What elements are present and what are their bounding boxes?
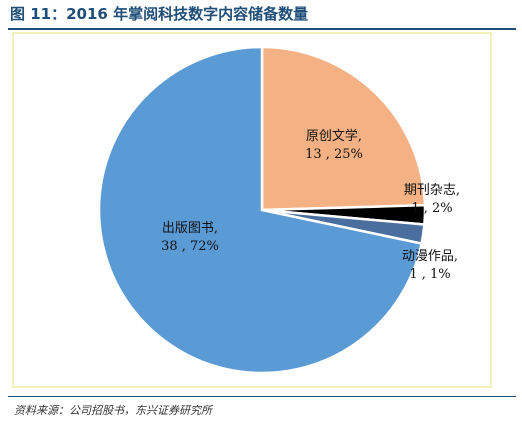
slice-label-1: 原创文学, 13 , 25% [305, 128, 363, 162]
slice-label-value: 13 , 25% [305, 147, 363, 162]
slice-label-2: 期刊杂志, 1 , 2% [404, 183, 460, 216]
pie-slice-4 [97, 45, 423, 375]
slice-label-name: 出版图书, [162, 221, 218, 236]
title-rule [8, 28, 516, 30]
slice-label-name: 动漫作品, [402, 249, 458, 264]
figure-title: 图 11：2016 年掌阅科技数字内容储备数量 [10, 5, 309, 23]
chart-area: 原创文学, 13 , 25% 期刊杂志, 1 , 2% 动漫作品, 1 , 1% 出版图书,… [12, 32, 492, 388]
slice-label-value: 1 , 2% [411, 201, 452, 216]
slice-label-name: 原创文学, [306, 128, 362, 144]
footer-rule [8, 396, 516, 397]
slice-label-value: 1 , 1% [409, 267, 450, 282]
slice-label-value: 38 , 72% [161, 239, 219, 254]
pie-slice-1 [260, 45, 427, 212]
pie-chart: 原创文学, 13 , 25% 期刊杂志, 1 , 2% 动漫作品, 1 , 1% 出版图书,… [12, 32, 492, 388]
slice-label-3: 动漫作品, 1 , 1% [402, 249, 458, 282]
slice-label-4: 出版图书, 38 , 72% [161, 221, 219, 254]
source-note: 资料来源：公司招股书，东兴证券研究所 [14, 404, 212, 417]
slice-label-name: 期刊杂志, [404, 183, 460, 198]
